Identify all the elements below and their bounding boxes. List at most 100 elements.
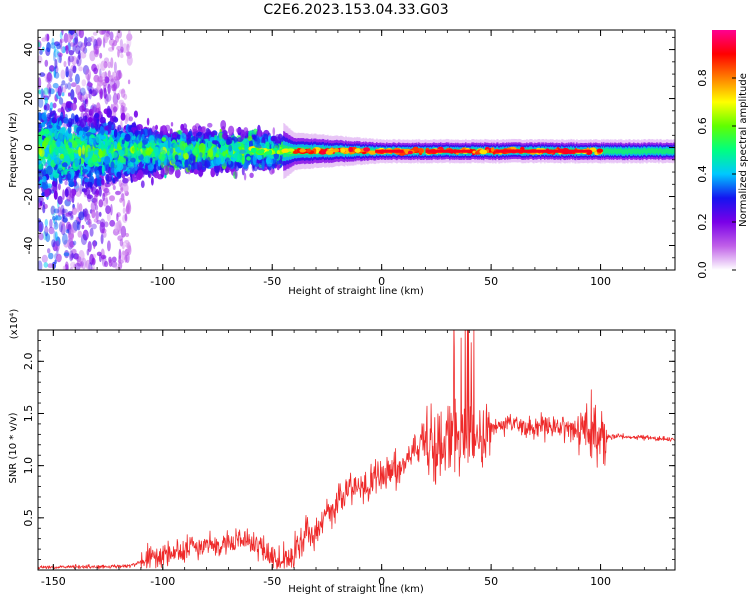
spectrogram-cell [65, 144, 70, 150]
spectrogram-cell [99, 52, 103, 59]
spectrogram-cell [46, 72, 53, 84]
spectrogram-cell [126, 43, 130, 52]
spectrogram-cell [75, 45, 81, 55]
spectrogram-cell [38, 137, 43, 145]
spectrogram-cell [38, 112, 43, 121]
spectrogram-cell [60, 204, 65, 216]
spectrogram-cell [127, 245, 132, 256]
spectrogram-cell [51, 132, 55, 138]
spectrogram-cell [67, 55, 71, 67]
spectrogram-cell [86, 263, 92, 270]
spectrogram-cell [50, 205, 55, 215]
spectrogram-cell [60, 69, 66, 80]
spectrogram-cell [68, 68, 74, 78]
spectrogram-cell [120, 88, 126, 98]
spectrogram-cell [256, 154, 263, 161]
spectrogram-cell [60, 208, 66, 215]
spectrogram-cell [78, 130, 83, 136]
spectrogram-cell [130, 157, 136, 163]
spectrogram-cell [54, 113, 58, 122]
spectrogram-cell [114, 177, 119, 182]
spectrogram-cell [107, 240, 111, 252]
spectrogram-cell [126, 37, 132, 48]
spectrogram-cell [116, 171, 122, 178]
spectrogram-cell [124, 240, 130, 244]
spectrogram-cell [237, 153, 243, 163]
spectrogram-cell [107, 83, 111, 94]
spectrogram-cell [68, 92, 71, 97]
spectrogram-cell [125, 243, 130, 248]
spectrogram-cell [174, 154, 179, 161]
spectrogram-cell [42, 175, 47, 183]
spectrogram-cell [167, 150, 170, 156]
spectrogram-cell [220, 120, 227, 130]
spectrogram-cell [68, 55, 75, 63]
spectrogram-cell [272, 127, 276, 136]
spectrogram-cell [53, 190, 58, 200]
spectrogram-cell [44, 227, 49, 233]
spectrogram-cell [57, 183, 61, 191]
spectrogram-cell [86, 93, 91, 98]
spectrogram-cell [96, 118, 100, 128]
spectrogram-cell [41, 37, 47, 42]
spectrogram-cell [215, 157, 222, 166]
spectrogram-cell [62, 208, 68, 214]
spectrogram-cell [228, 125, 235, 136]
spectrogram-cell [46, 42, 51, 53]
spectrogram-cell [41, 254, 48, 263]
spectrogram-cell [52, 151, 56, 157]
spectrogram-cell [120, 46, 124, 53]
spectrogram-cell [47, 71, 52, 82]
spectrogram-cell [63, 239, 70, 248]
spectrogram-cell [108, 47, 114, 52]
spectrogram-cell [72, 219, 80, 232]
spectrogram-cell [198, 132, 206, 140]
spectrogram-cell [191, 136, 195, 142]
spectrogram-cell [88, 138, 94, 146]
spectrogram-cell [87, 85, 94, 95]
spectrogram-cell [109, 31, 114, 40]
spectrogram-cell [100, 233, 104, 245]
spectrogram-cell [51, 183, 58, 192]
spectrogram-cell [173, 142, 179, 150]
spectrogram-cell [69, 42, 76, 47]
spectrogram-cell [78, 211, 85, 221]
spectrogram-cell [126, 202, 132, 215]
spectrogram-cell [88, 89, 92, 100]
spectrogram-cells [38, 30, 675, 270]
spectrogram-cell [80, 51, 87, 59]
spectrogram-cell [120, 182, 124, 191]
spectrogram-cell [103, 187, 110, 194]
spectrogram-cell [55, 231, 58, 241]
spectrogram-cell [138, 135, 141, 144]
spectrogram-cell [91, 119, 97, 125]
spectrogram-cell [52, 102, 57, 109]
spectrogram-cell [121, 139, 125, 145]
spectrogram-cell [74, 175, 77, 181]
spectrogram-cell [143, 155, 149, 163]
spectrogram-cell [59, 120, 62, 127]
spectrogram-cell [53, 157, 61, 165]
spectrogram-cell [134, 130, 138, 136]
spectrogram-cell [75, 187, 82, 197]
spectrogram-cell [92, 31, 98, 36]
spectrogram-cell [179, 165, 182, 170]
spectrogram-cell [94, 112, 100, 119]
spectrogram-cell [151, 176, 154, 186]
spectrogram-cell [198, 142, 206, 153]
spectrogram-cell [82, 46, 88, 54]
spectrogram-cell [98, 186, 102, 197]
spectrogram-cell [151, 151, 155, 158]
spectrogram-cell [95, 210, 99, 221]
spectrogram-cell [147, 164, 154, 172]
spectrogram-cell [48, 124, 53, 129]
spectrogram-cell [117, 142, 121, 148]
spectrogram-cell [38, 89, 42, 95]
spectrogram-cell [151, 143, 154, 149]
spectrogram-cell [108, 120, 112, 129]
spectrogram-cell [74, 73, 80, 85]
spectrogram-cell [87, 147, 91, 157]
spectrogram-cell [40, 200, 43, 206]
spectrogram-cell [72, 240, 77, 246]
spectrogram-cell [52, 215, 56, 221]
